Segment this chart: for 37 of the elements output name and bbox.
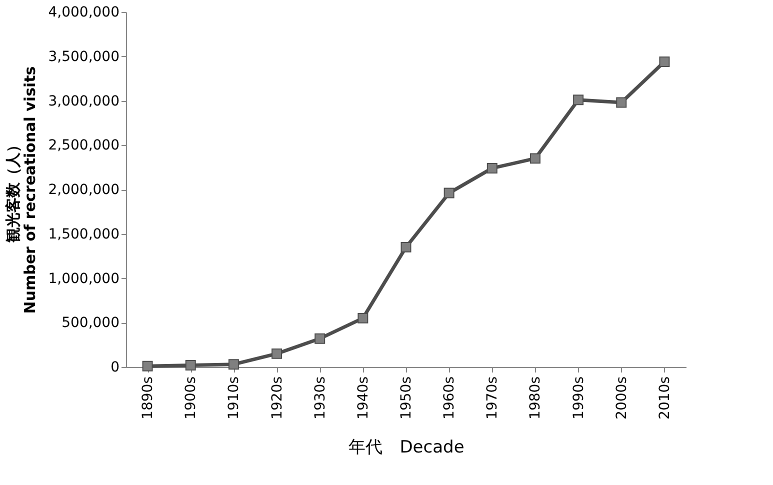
point: [530, 153, 540, 164]
x-tick-label: 1930s: [312, 376, 328, 420]
x-tick-label: 1890s: [140, 376, 156, 420]
x-tick-label: 1950s: [398, 376, 414, 420]
x-axis-title: 年代 Decade: [348, 437, 464, 458]
x-tick-label: 1960s: [442, 376, 458, 420]
point: [358, 312, 368, 324]
point: [616, 97, 627, 108]
y-axis-title: 観光客数（人） Number of recreational visits: [4, 66, 40, 314]
point: [228, 359, 239, 370]
y-tick-label: 3,500,000: [48, 48, 120, 65]
y-tick-label: 1,500,000: [48, 226, 120, 242]
point: [400, 242, 412, 252]
point: [185, 360, 196, 370]
x-tick-label: 1970s: [484, 376, 501, 420]
point: [142, 360, 153, 372]
x-tick-label: 1940s: [355, 376, 372, 420]
point: [659, 56, 670, 67]
x-tick-label: 1990s: [570, 376, 587, 420]
y-tick-label: 0: [110, 360, 120, 376]
y-tick-label: 2,500,000: [48, 138, 120, 154]
x-tick-label: 1900s: [183, 376, 200, 420]
x-tick-label: 1920s: [269, 376, 286, 420]
y-tick-label: 500,000: [62, 315, 120, 332]
x-tick-label: 2010s: [656, 376, 673, 420]
y-tick-label: 2,000,000: [48, 182, 120, 198]
point: [444, 188, 454, 198]
point: [486, 162, 498, 174]
point: [314, 333, 326, 344]
x-tick-label: 2000s: [614, 376, 630, 420]
y-tick-label: 3,000,000: [48, 93, 120, 110]
x-tick-label: 1980s: [528, 376, 544, 420]
y-tick-label: 4,000,000: [48, 4, 120, 20]
point: [272, 348, 282, 359]
y-tick-label: 1,000,000: [48, 270, 120, 287]
point: [573, 94, 584, 106]
x-tick-label: 1910s: [226, 376, 242, 420]
